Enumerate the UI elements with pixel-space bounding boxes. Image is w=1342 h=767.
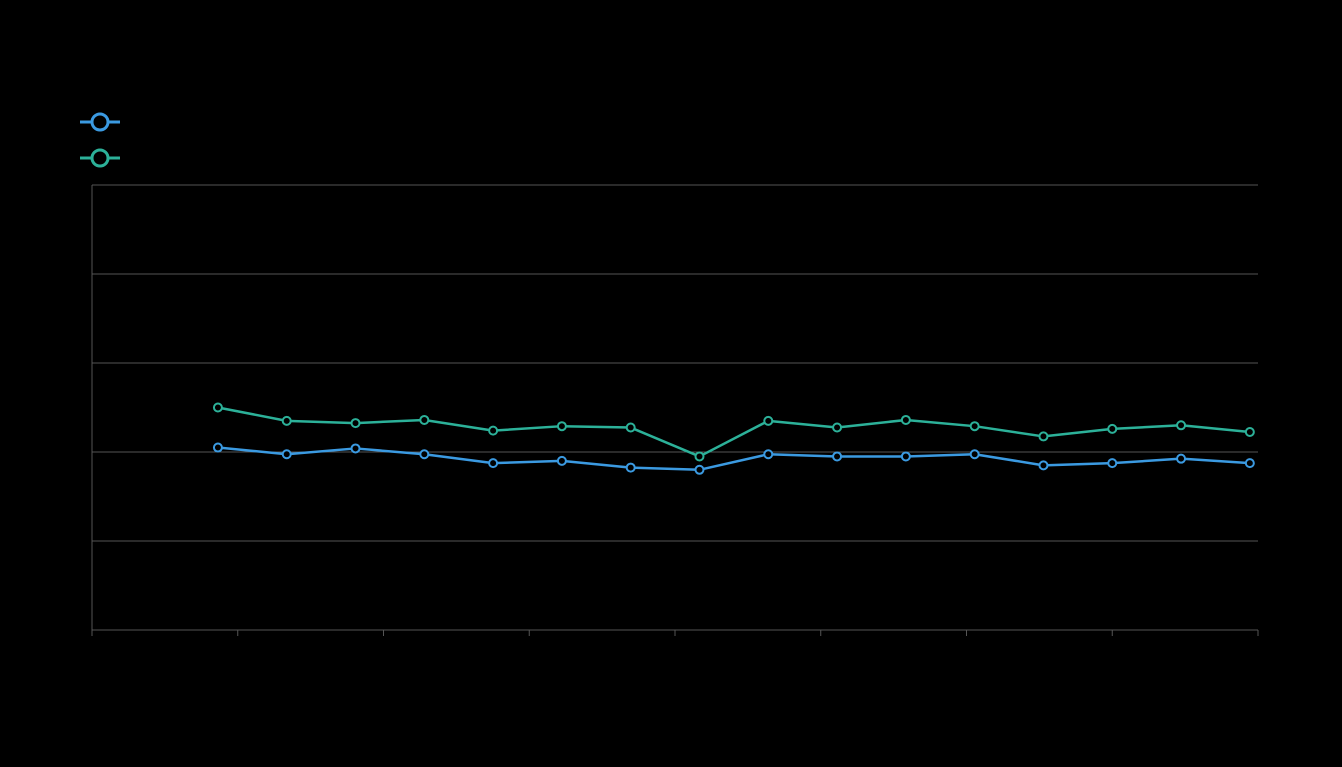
series-marker-series_b (1108, 425, 1116, 433)
series-marker-series_a (214, 444, 222, 452)
series-marker-series_b (558, 422, 566, 430)
series-marker-series_b (833, 424, 841, 432)
series-marker-series_a (1039, 461, 1047, 469)
series-marker-series_b (627, 424, 635, 432)
series-marker-series_a (420, 450, 428, 458)
series-marker-series_b (214, 404, 222, 412)
series-marker-series_a (971, 450, 979, 458)
chart-container (0, 0, 1342, 767)
series-marker-series_b (489, 427, 497, 435)
series-marker-series_b (1246, 428, 1254, 436)
series-marker-series_a (695, 466, 703, 474)
series-marker-series_b (352, 419, 360, 427)
series-marker-series_b (971, 422, 979, 430)
series-line-series_a (218, 448, 1250, 470)
series-marker-series_b (764, 417, 772, 425)
series-marker-series_b (695, 452, 703, 460)
series-marker-series_a (1246, 459, 1254, 467)
series-marker-series_b (1177, 421, 1185, 429)
series-marker-series_b (1039, 432, 1047, 440)
series-marker-series_a (833, 452, 841, 460)
legend-marker-series_b (92, 150, 108, 166)
series-marker-series_a (1108, 459, 1116, 467)
line-chart (0, 0, 1342, 767)
series-marker-series_a (352, 444, 360, 452)
series-marker-series_a (558, 457, 566, 465)
series-marker-series_a (627, 464, 635, 472)
series-marker-series_b (902, 416, 910, 424)
series-marker-series_a (489, 459, 497, 467)
series-marker-series_a (1177, 455, 1185, 463)
series-marker-series_b (420, 416, 428, 424)
series-marker-series_a (283, 450, 291, 458)
legend-marker-series_a (92, 114, 108, 130)
series-marker-series_b (283, 417, 291, 425)
series-marker-series_a (902, 452, 910, 460)
series-marker-series_a (764, 450, 772, 458)
